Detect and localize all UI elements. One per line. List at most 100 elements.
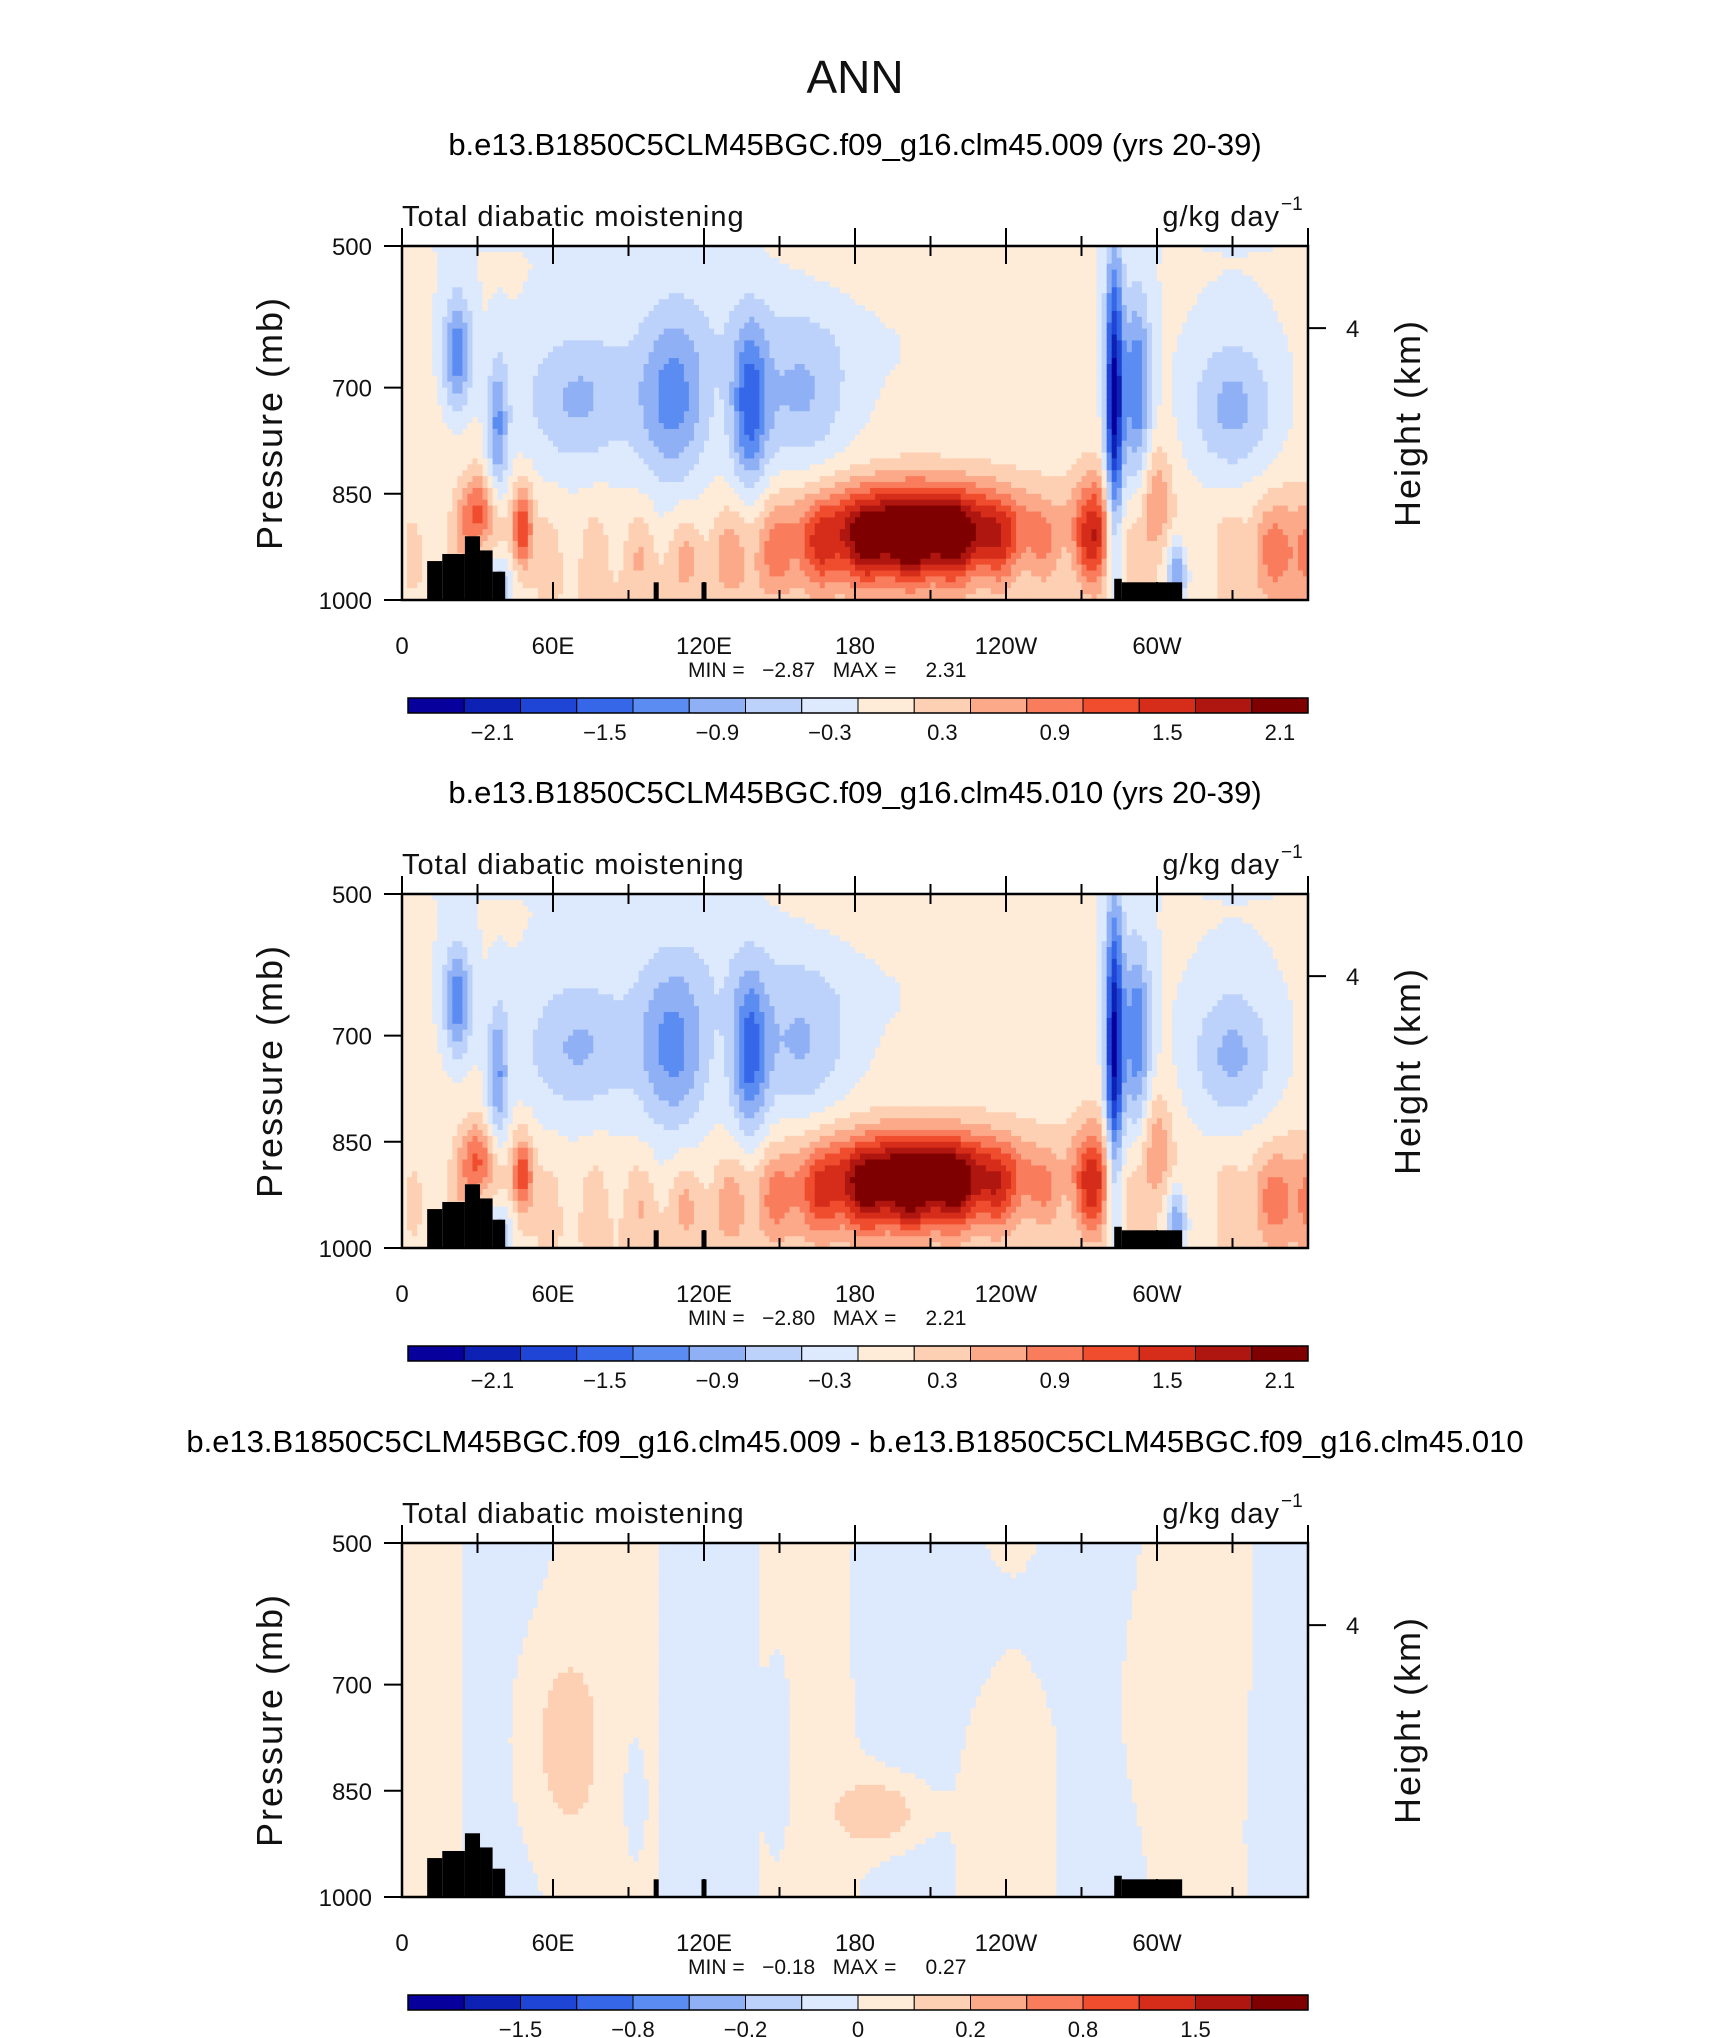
heatmap-cell — [724, 251, 730, 259]
heatmap-cell — [693, 440, 700, 448]
heatmap-cell — [648, 452, 655, 459]
heatmap-cell — [472, 434, 479, 442]
heatmap-cell — [542, 257, 549, 265]
heatmap-cell — [512, 322, 519, 330]
heatmap-cell — [542, 505, 549, 513]
heatmap-cell — [784, 381, 791, 389]
heatmap-cell — [618, 299, 625, 306]
heatmap-cell — [532, 299, 539, 306]
heatmap-cell — [759, 405, 765, 412]
heatmap-cell — [774, 275, 781, 282]
heatmap-cell — [794, 275, 801, 282]
heatmap-cell — [467, 458, 474, 465]
heatmap-cell — [769, 275, 776, 282]
heatmap-cell — [643, 523, 650, 530]
heatmap-cell — [784, 281, 791, 288]
heatmap-cell — [764, 535, 771, 542]
heatmap-cell — [568, 541, 574, 548]
heatmap-cell — [432, 257, 438, 265]
heatmap-cell — [417, 346, 423, 353]
heatmap-cell — [603, 375, 609, 383]
heatmap-cell — [719, 310, 725, 318]
heatmap-cell — [412, 352, 418, 359]
heatmap-cell — [633, 328, 640, 336]
heatmap-cell — [553, 470, 559, 477]
heatmap-cell — [734, 305, 740, 312]
heatmap-cell — [744, 257, 750, 265]
heatmap-cell — [407, 387, 413, 395]
heatmap-cell — [734, 523, 740, 530]
heatmap-cell — [477, 470, 484, 477]
heatmap-cell — [678, 582, 685, 589]
heatmap-cell — [603, 546, 609, 554]
heatmap-cell — [502, 393, 509, 400]
heatmap-cell — [512, 316, 519, 324]
heatmap-cell — [663, 358, 670, 365]
heatmap-cell — [522, 440, 529, 448]
heatmap-cell — [688, 529, 695, 536]
heatmap-cell — [497, 369, 504, 377]
heatmap-cell — [704, 505, 710, 513]
heatmap-cell — [532, 552, 539, 560]
heatmap-cell — [749, 269, 755, 277]
heatmap-cell — [688, 517, 695, 524]
heatmap-cell — [653, 328, 660, 336]
heatmap-cell — [467, 340, 474, 347]
heatmap-cell — [643, 257, 650, 265]
heatmap-cell — [799, 564, 806, 572]
heatmap-cell — [502, 405, 509, 412]
heatmap-cell — [497, 511, 504, 518]
heatmap-cell — [784, 387, 791, 395]
heatmap-cell — [618, 541, 625, 548]
heatmap-cell — [547, 446, 554, 454]
heatmap-cell — [522, 257, 529, 265]
heatmap-cell — [779, 482, 786, 489]
heatmap-cell — [558, 558, 564, 566]
heatmap-cell — [472, 269, 479, 277]
heatmap-cell — [774, 411, 781, 418]
heatmap-cell — [673, 381, 680, 389]
heatmap-cell — [809, 576, 816, 583]
heatmap-cell — [492, 287, 499, 294]
heatmap-cell — [527, 541, 534, 548]
heatmap-cell — [507, 511, 514, 518]
heatmap-cell — [784, 411, 791, 418]
heatmap-cell — [482, 411, 489, 418]
heatmap-cell — [749, 476, 755, 483]
heatmap-cell — [719, 257, 725, 265]
heatmap-cell — [512, 434, 519, 442]
heatmap-cell — [754, 464, 760, 471]
heatmap-cell — [739, 375, 745, 383]
heatmap-cell — [613, 375, 620, 383]
heatmap-cell — [779, 316, 786, 324]
heatmap-cell — [789, 505, 796, 513]
heatmap-cell — [608, 287, 614, 294]
heatmap-cell — [482, 328, 489, 336]
heatmap-cell — [704, 275, 710, 282]
heatmap-cell — [462, 322, 469, 330]
heatmap-cell — [487, 246, 494, 253]
heatmap-cell — [407, 381, 413, 389]
heatmap-cell — [542, 417, 549, 424]
heatmap-cell — [759, 535, 765, 542]
heatmap-cell — [558, 375, 564, 383]
heatmap-cell — [457, 517, 463, 524]
heatmap-cell — [704, 440, 710, 448]
heatmap-cell — [477, 334, 484, 341]
heatmap-cell — [769, 340, 776, 347]
heatmap-cell — [633, 352, 640, 359]
heatmap-cell — [593, 405, 599, 412]
heatmap-cell — [714, 287, 720, 294]
heatmap-cell — [598, 499, 604, 507]
heatmap-cell — [417, 299, 423, 306]
heatmap-cell — [517, 251, 524, 259]
heatmap-cell — [698, 482, 705, 489]
heatmap-cell — [809, 546, 816, 554]
heatmap-cell — [623, 499, 630, 507]
heatmap-cell — [784, 263, 791, 271]
heatmap-cell — [769, 251, 776, 259]
heatmap-cell — [563, 458, 569, 465]
heatmap-cell — [719, 546, 725, 554]
heatmap-cell — [653, 446, 660, 454]
heatmap-cell — [698, 269, 705, 277]
